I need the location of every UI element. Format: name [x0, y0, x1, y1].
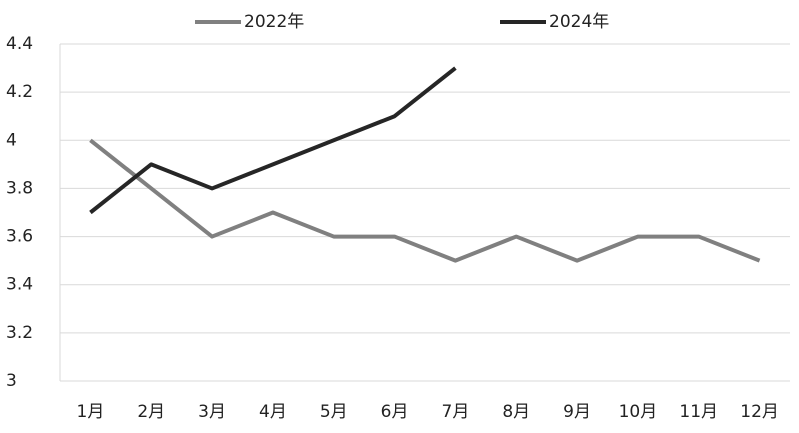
x-tick-label: 2月: [137, 402, 165, 422]
x-tick-label: 8月: [502, 402, 530, 422]
legend-label: 2022年: [244, 12, 304, 32]
y-tick-label: 3: [6, 371, 17, 391]
x-tick-label: 6月: [381, 402, 409, 422]
x-tick-label: 7月: [442, 402, 470, 422]
y-tick-label: 3.6: [6, 227, 33, 247]
x-tick-label: 5月: [320, 402, 348, 422]
x-tick-label: 11月: [679, 402, 718, 422]
y-tick-label: 4.4: [6, 34, 33, 54]
series-line: [89, 138, 761, 263]
y-tick-label: 4: [6, 130, 17, 150]
x-tick-label: 1月: [77, 402, 105, 422]
x-tick-label: 4月: [259, 402, 287, 422]
legend-label: 2024年: [549, 12, 609, 32]
x-tick-label: 12月: [740, 402, 779, 422]
y-tick-label: 4.2: [6, 82, 33, 102]
y-tick-label: 3.4: [6, 275, 33, 295]
x-tick-label: 3月: [198, 402, 226, 422]
y-tick-label: 3.8: [6, 178, 33, 198]
x-tick-label: 9月: [563, 402, 591, 422]
x-tick-label: 10月: [619, 402, 658, 422]
series-line: [89, 66, 457, 215]
y-tick-label: 3.2: [6, 323, 33, 343]
